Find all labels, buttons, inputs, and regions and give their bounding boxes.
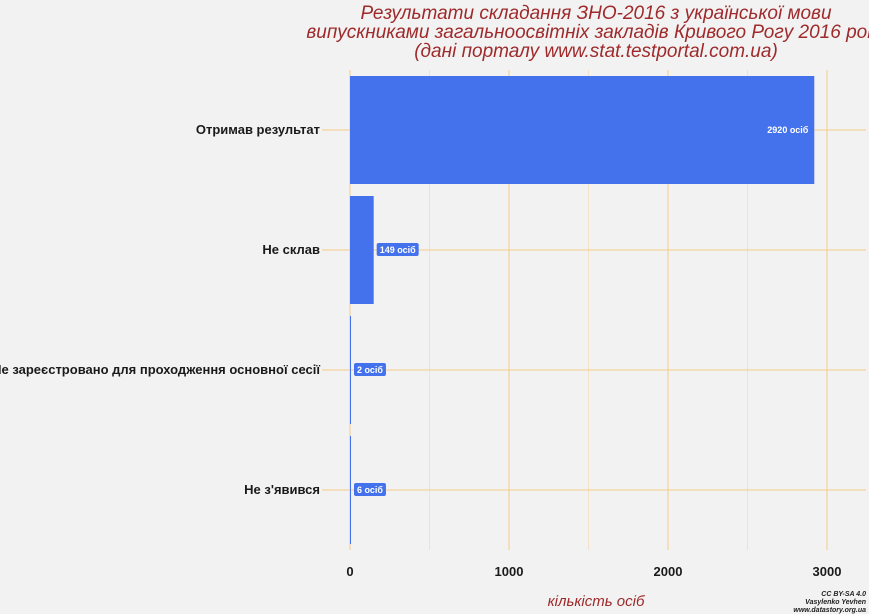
data-label-background (354, 483, 386, 496)
x-tick-label: 2000 (654, 564, 683, 579)
bar (350, 196, 374, 304)
data-label-text: 2920 осіб (767, 125, 808, 135)
chart-title: Результати складання ЗНО-2016 з українсь… (306, 3, 869, 62)
x-axis-label: кількість осіб (548, 593, 645, 610)
bars (350, 76, 815, 544)
bar (350, 76, 815, 184)
x-tick-label: 1000 (495, 564, 524, 579)
chart-title-line-3: (дані порталу www.stat.testportal.com.ua… (414, 41, 778, 62)
x-tick-label: 0 (346, 564, 353, 579)
chart-title-line-1: Результати складання ЗНО-2016 з українсь… (360, 3, 831, 24)
chart-title-line-2: випускниками загальноосвітніх закладів К… (306, 22, 869, 43)
data-label-background (354, 363, 386, 376)
category-label: Не зареєстровано для проходження основно… (0, 362, 320, 377)
data-label-text: 6 осіб (357, 485, 383, 495)
data-label-background (376, 243, 419, 256)
credit-website: www.datastory.org.ua (793, 607, 866, 614)
data-label: 6 осіб (354, 483, 386, 496)
data-label: 2920 осіб (764, 123, 812, 136)
category-label: Не з'явився (244, 482, 320, 497)
data-label-text: 2 осіб (357, 365, 383, 375)
data-label-background (764, 123, 812, 136)
data-label: 2 осіб (354, 363, 386, 376)
credit-license: CC BY-SA 4.0 (821, 591, 866, 598)
x-tick-label: 3000 (813, 564, 842, 579)
data-label-text: 149 осіб (380, 245, 416, 255)
x-tick-labels: 0 1000 2000 3000 (346, 564, 841, 579)
category-labels: Отримав результат Не склав Не зареєстрован… (0, 122, 320, 497)
data-label: 149 осіб (376, 243, 419, 256)
bar (350, 316, 351, 424)
data-labels: 2920 осіб 149 осіб 2 осіб 6 осіб (354, 123, 812, 496)
credits: CC BY-SA 4.0 Vasylenko Yevhen www.datast… (793, 591, 866, 614)
credit-author: Vasylenko Yevhen (805, 599, 866, 606)
category-label: Не склав (262, 242, 320, 257)
bar (350, 436, 351, 544)
category-label: Отримав результат (196, 122, 320, 137)
